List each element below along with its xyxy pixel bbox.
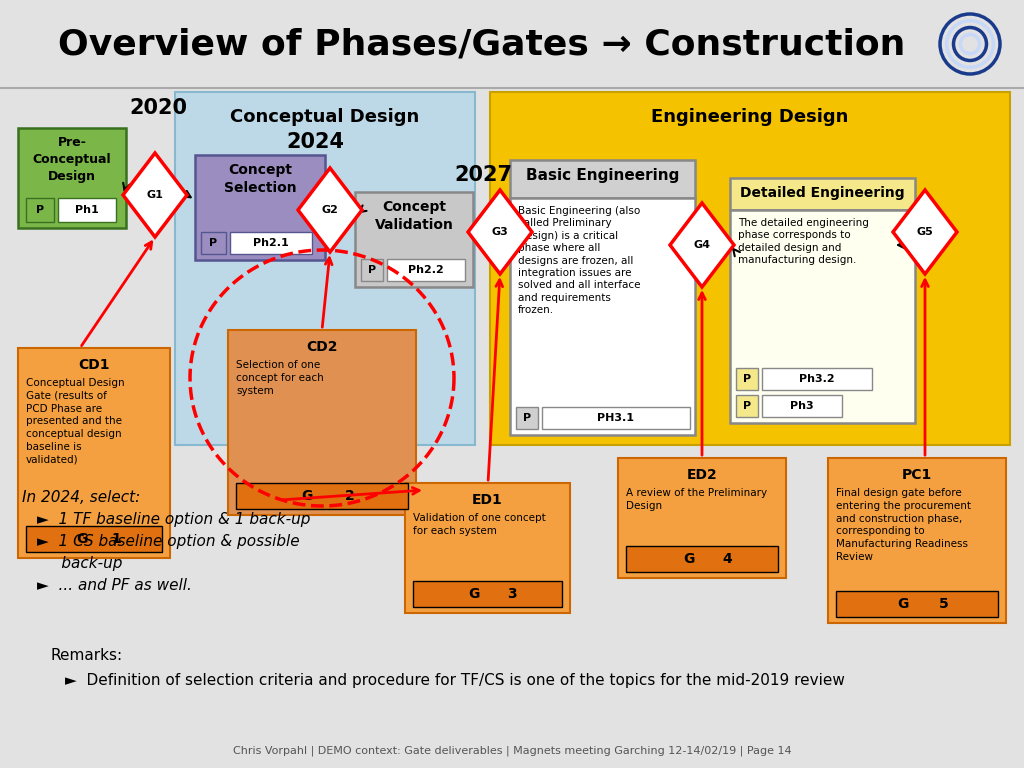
Polygon shape	[123, 153, 187, 237]
Text: ►  ... and PF as well.: ► ... and PF as well.	[37, 578, 191, 593]
Text: 2027: 2027	[454, 165, 512, 185]
Text: P: P	[743, 374, 751, 384]
Polygon shape	[298, 168, 362, 252]
Text: P: P	[523, 413, 531, 423]
Bar	[175, 92, 475, 445]
Bar	[406, 483, 570, 613]
Text: 1: 1	[112, 532, 122, 546]
Bar	[626, 546, 778, 572]
Text: ED2: ED2	[687, 468, 718, 482]
Text: A review of the Preliminary
Design: A review of the Preliminary Design	[626, 488, 767, 511]
Polygon shape	[468, 190, 532, 274]
Text: Pre-
Conceptual
Design: Pre- Conceptual Design	[33, 136, 112, 183]
Bar	[228, 330, 416, 515]
Text: G: G	[683, 552, 694, 566]
Bar	[510, 198, 695, 435]
Bar	[361, 259, 383, 281]
Bar	[516, 407, 538, 429]
Bar	[18, 128, 126, 228]
Bar	[355, 192, 473, 287]
Text: ED1: ED1	[472, 493, 503, 507]
Polygon shape	[893, 190, 957, 274]
Text: Selection of one
concept for each
system: Selection of one concept for each system	[236, 360, 324, 396]
Text: Remarks:: Remarks:	[50, 648, 122, 663]
Bar	[201, 232, 226, 254]
Bar	[618, 458, 786, 578]
Bar	[18, 348, 170, 558]
Bar	[762, 395, 842, 417]
Bar	[26, 526, 162, 552]
Bar	[510, 160, 695, 198]
Text: Basic Engineering: Basic Engineering	[525, 168, 679, 183]
Bar	[836, 591, 998, 617]
Bar	[542, 407, 690, 429]
Bar	[730, 210, 915, 423]
Text: G2: G2	[322, 205, 339, 215]
Bar	[387, 259, 465, 281]
Bar	[490, 92, 1010, 445]
Text: Final design gate before
entering the procurement
and construction phase,
corres: Final design gate before entering the pr…	[836, 488, 971, 562]
Bar	[828, 458, 1006, 623]
Bar	[730, 178, 915, 210]
Bar	[736, 368, 758, 390]
Text: Validation of one concept
for each system: Validation of one concept for each syste…	[413, 513, 546, 536]
Text: G5: G5	[916, 227, 933, 237]
Text: G3: G3	[492, 227, 508, 237]
Text: G: G	[897, 597, 908, 611]
Polygon shape	[670, 203, 734, 287]
Text: P: P	[209, 238, 217, 248]
Text: 2024: 2024	[286, 132, 344, 152]
Text: PH3.1: PH3.1	[597, 413, 635, 423]
Bar	[58, 198, 116, 222]
Bar	[26, 198, 54, 222]
Text: Ph2.1: Ph2.1	[253, 238, 289, 248]
Text: 2: 2	[345, 489, 355, 503]
Text: P: P	[36, 205, 44, 215]
Text: ►  1 CS baseline option & possible: ► 1 CS baseline option & possible	[37, 534, 300, 549]
Text: The detailed engineering
phase corresponds to
detailed design and
manufacturing : The detailed engineering phase correspon…	[738, 218, 869, 265]
Text: In 2024, select:: In 2024, select:	[22, 490, 140, 505]
Text: G: G	[469, 587, 480, 601]
Text: P: P	[743, 401, 751, 411]
Text: G4: G4	[693, 240, 711, 250]
Bar	[762, 368, 872, 390]
Text: Conceptual Design: Conceptual Design	[230, 108, 420, 126]
Text: Basic Engineering (also
called Preliminary
Design) is a critical
phase where all: Basic Engineering (also called Prelimina…	[518, 206, 640, 315]
Text: Ph3: Ph3	[791, 401, 814, 411]
Text: Engineering Design: Engineering Design	[651, 108, 849, 126]
Text: 3: 3	[508, 587, 517, 601]
Text: PC1: PC1	[902, 468, 932, 482]
Text: 4: 4	[722, 552, 732, 566]
Text: Concept
Validation: Concept Validation	[375, 200, 454, 233]
Bar	[736, 395, 758, 417]
Text: Detailed Engineering: Detailed Engineering	[740, 186, 905, 200]
Bar	[413, 581, 562, 607]
Text: ►  1 TF baseline option & 1 back-up: ► 1 TF baseline option & 1 back-up	[37, 512, 310, 527]
Text: G: G	[301, 489, 312, 503]
Text: Conceptual Design
Gate (results of
PCD Phase are
presented and the
conceptual de: Conceptual Design Gate (results of PCD P…	[26, 378, 125, 465]
Text: CD1: CD1	[78, 358, 110, 372]
Text: CD2: CD2	[306, 340, 338, 354]
Text: Concept
Selection: Concept Selection	[223, 163, 296, 195]
Text: G: G	[76, 532, 87, 546]
Text: 5: 5	[939, 597, 948, 611]
Text: ►  Definition of selection criteria and procedure for TF/CS is one of the topics: ► Definition of selection criteria and p…	[65, 673, 845, 688]
Bar	[195, 155, 325, 260]
Text: 2020: 2020	[129, 98, 187, 118]
Text: Chris Vorpahl | DEMO context: Gate deliverables | Magnets meeting Garching 12-14: Chris Vorpahl | DEMO context: Gate deliv…	[232, 746, 792, 756]
Text: Ph3.2: Ph3.2	[799, 374, 835, 384]
Text: Ph2.2: Ph2.2	[409, 265, 443, 275]
Text: Overview of Phases/Gates → Construction: Overview of Phases/Gates → Construction	[57, 27, 905, 61]
Text: back-up: back-up	[37, 556, 123, 571]
Text: G1: G1	[146, 190, 164, 200]
Text: P: P	[368, 265, 376, 275]
Bar	[0, 0, 1024, 88]
Text: Ph1: Ph1	[75, 205, 99, 215]
Bar	[236, 483, 408, 509]
Bar	[230, 232, 312, 254]
